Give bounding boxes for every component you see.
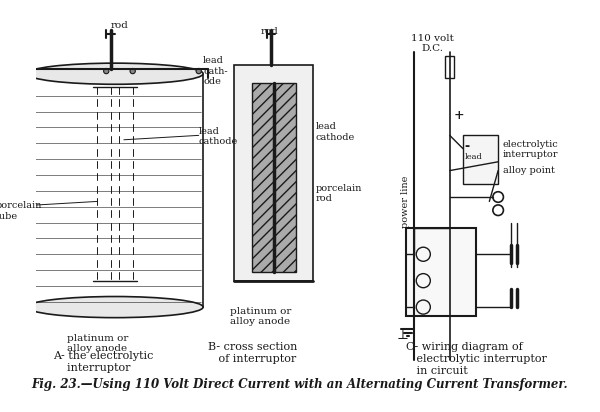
Text: lead
cathode: lead cathode [316,122,355,142]
Circle shape [196,68,202,74]
Text: alloy point: alloy point [503,166,554,175]
Bar [445,56,454,78]
Ellipse shape [27,297,203,318]
Text: A- the electrolytic
    interruptor: A- the electrolytic interruptor [53,351,154,373]
Text: Fig. 23.—Using 110 Volt Direct Current with an Alternating Current Transformer.: Fig. 23.—Using 110 Volt Direct Current w… [32,377,568,391]
Text: power line: power line [401,175,410,227]
Bar [234,65,313,281]
Text: C- wiring diagram of
   electrolytic interruptor
   in circuit: C- wiring diagram of electrolytic interr… [406,342,547,375]
Circle shape [104,68,109,74]
Text: 110 volt
D.C.: 110 volt D.C. [410,34,454,54]
Text: porcelain
rod: porcelain rod [316,184,362,203]
Text: rod: rod [260,27,278,36]
Text: +: + [454,109,465,122]
Ellipse shape [27,63,203,84]
Bar [251,82,296,272]
Circle shape [29,68,34,74]
Circle shape [130,68,136,74]
Text: -: - [464,140,470,153]
Text: porcelain
tube: porcelain tube [0,201,43,221]
Text: lead
cath-
ode: lead cath- ode [203,56,228,86]
Text: rod: rod [110,21,128,30]
Text: platinum or
alloy anode: platinum or alloy anode [230,307,291,326]
Text: lead: lead [464,153,482,161]
Text: B- cross section
   of interruptor: B- cross section of interruptor [208,342,297,364]
Bar [463,136,498,184]
Text: electrolytic
interruptor: electrolytic interruptor [503,140,558,159]
Bar [406,228,476,316]
Text: ⊥: ⊥ [397,329,409,342]
Text: lead
cathode: lead cathode [199,126,238,146]
Text: platinum or
alloy anode: platinum or alloy anode [67,333,128,353]
